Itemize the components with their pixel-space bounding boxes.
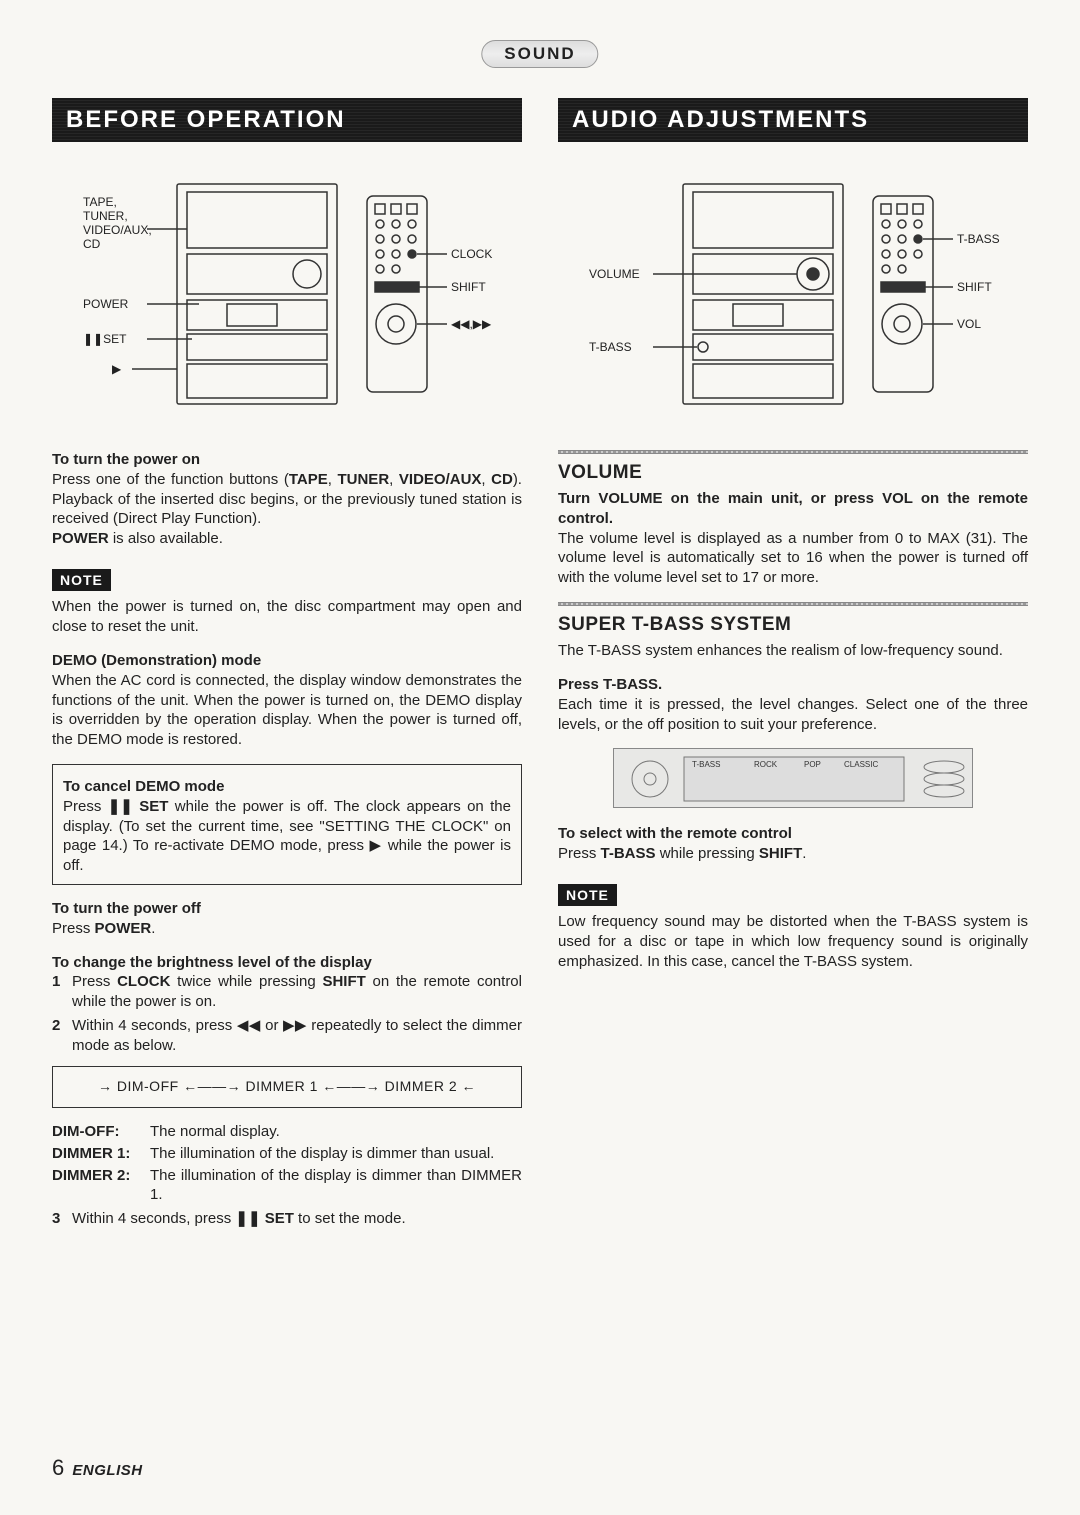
note-tag-2: NOTE — [558, 884, 617, 906]
svg-text:T-BASS: T-BASS — [589, 340, 632, 354]
before-operation-banner: BEFORE OPERATION — [52, 98, 522, 142]
power-on-body: Press one of the function buttons (TAPE,… — [52, 471, 522, 528]
svg-text:▶: ▶ — [112, 362, 122, 376]
svg-text:CLASSIC: CLASSIC — [844, 760, 878, 769]
power-off-head: To turn the power off — [52, 899, 522, 919]
dimmer1-term: DIMMER 1: — [52, 1144, 150, 1164]
divider-1 — [558, 450, 1028, 454]
dimmer-cycle-box: → DIM-OFF ←——→ DIMMER 1 ←——→ DIMMER 2 ← — [52, 1066, 522, 1108]
right-body: VOLUME Turn VOLUME on the main unit, or … — [558, 450, 1028, 972]
cancel-body: Press ❚❚ SET while the power is off. The… — [63, 797, 511, 876]
svg-text:SHIFT: SHIFT — [957, 280, 992, 294]
page-footer: 6 ENGLISH — [52, 1455, 143, 1481]
svg-text:TAPE,: TAPE, — [83, 195, 117, 209]
page-number: 6 — [52, 1455, 64, 1480]
power-on-body2: POWER is also available. — [52, 530, 223, 547]
brightness-steps: 1Press CLOCK twice while pressing SHIFT … — [52, 972, 522, 1055]
note2-body: Low frequency sound may be distorted whe… — [558, 912, 1028, 971]
volume-title: VOLUME — [558, 460, 1028, 485]
note1-body: When the power is turned on, the disc co… — [52, 597, 522, 637]
audio-adjustments-banner: AUDIO ADJUSTMENTS — [558, 98, 1028, 142]
svg-text:VOL: VOL — [957, 317, 981, 331]
dim-off-term: DIM-OFF: — [52, 1122, 150, 1142]
tbass-body2: Each time it is pressed, the level chang… — [558, 695, 1028, 735]
dimmer-cycle-text: → DIM-OFF ←——→ DIMMER 1 ←——→ DIMMER 2 ← — [98, 1078, 476, 1094]
tbass-title: SUPER T-BASS SYSTEM — [558, 612, 1028, 637]
bright-step-2: Within 4 seconds, press ◀◀ or ▶▶ repeate… — [72, 1017, 522, 1054]
left-column: BEFORE OPERATION — [52, 98, 522, 1233]
left-body: To turn the power on Press one of the fu… — [52, 450, 522, 1229]
sound-pill: SOUND — [481, 40, 598, 68]
volume-body: The volume level is displayed as a numbe… — [558, 529, 1028, 588]
power-on-head: To turn the power on — [52, 450, 522, 470]
dimmer2-term: DIMMER 2: — [52, 1166, 150, 1206]
svg-text:T-BASS: T-BASS — [957, 232, 1000, 246]
svg-text:POP: POP — [804, 760, 821, 769]
divider-2 — [558, 602, 1028, 606]
svg-text:VIDEO/AUX,: VIDEO/AUX, — [83, 223, 152, 237]
tbass-remote-body: Press T-BASS while pressing SHIFT. — [558, 844, 1028, 864]
dimmer-definitions: DIM-OFF:The normal display. DIMMER 1:The… — [52, 1122, 522, 1205]
svg-text:ROCK: ROCK — [754, 760, 778, 769]
bright-step-3: Within 4 seconds, press ❚❚ SET to set th… — [72, 1210, 406, 1227]
dimmer1-def: The illumination of the display is dimme… — [150, 1144, 494, 1164]
svg-text:❚❚SET: ❚❚SET — [83, 332, 127, 346]
svg-text:T-BASS: T-BASS — [692, 760, 720, 769]
volume-head: Turn VOLUME on the main unit, or press V… — [558, 489, 1028, 529]
power-off-body: Press POWER. — [52, 919, 522, 939]
svg-text:SHIFT: SHIFT — [451, 280, 486, 294]
dim-off-def: The normal display. — [150, 1122, 280, 1142]
right-diagram: VOLUME T-BASS T-BASS SHIFT VOL — [558, 164, 1028, 424]
svg-text:◀◀,▶▶: ◀◀,▶▶ — [451, 317, 492, 331]
svg-text:VOLUME: VOLUME — [589, 267, 640, 281]
demo-head: DEMO (Demonstration) mode — [52, 651, 522, 671]
svg-text:POWER: POWER — [83, 297, 129, 311]
tbass-remote-head: To select with the remote control — [558, 824, 1028, 844]
tbass-body1: The T-BASS system enhances the realism o… — [558, 641, 1028, 661]
cancel-demo-box: To cancel DEMO mode Press ❚❚ SET while t… — [52, 764, 522, 885]
brightness-step3-list: 3Within 4 seconds, press ❚❚ SET to set t… — [52, 1209, 522, 1229]
left-diagram: TAPE, TUNER, VIDEO/AUX, CD POWER ❚❚SET ▶… — [52, 164, 522, 424]
svg-text:TUNER,: TUNER, — [83, 209, 128, 223]
tbass-illustration: T-BASS ROCK POP CLASSIC — [613, 748, 973, 808]
cancel-head: To cancel DEMO mode — [63, 777, 511, 797]
svg-text:CD: CD — [83, 237, 101, 251]
note-tag-1: NOTE — [52, 569, 111, 591]
demo-body: When the AC cord is connected, the displ… — [52, 671, 522, 750]
brightness-head: To change the brightness level of the di… — [52, 953, 522, 973]
right-column: AUDIO ADJUSTMENTS — [558, 98, 1028, 1233]
svg-text:CLOCK: CLOCK — [451, 247, 492, 261]
dimmer2-def: The illumination of the display is dimme… — [150, 1166, 522, 1206]
page-lang: ENGLISH — [72, 1462, 142, 1479]
bright-step-1: Press CLOCK twice while pressing SHIFT o… — [72, 973, 522, 1010]
tbass-head2: Press T-BASS. — [558, 675, 1028, 695]
